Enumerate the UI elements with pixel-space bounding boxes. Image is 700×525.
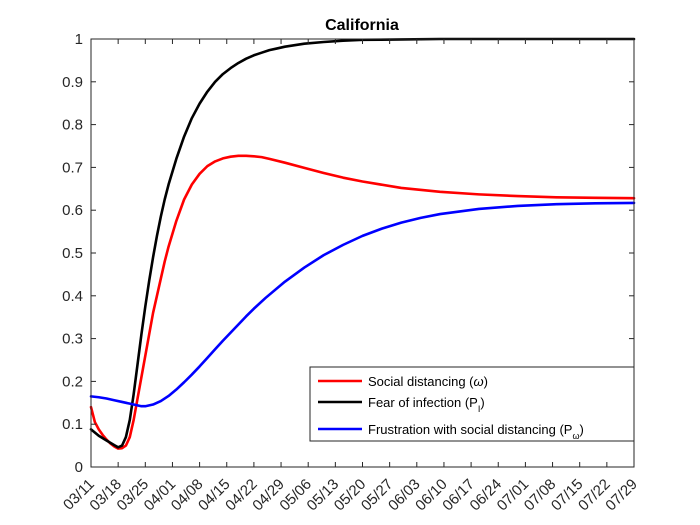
y-tick-label: 0.3 [62, 331, 83, 348]
y-tick-label: 0.5 [62, 245, 83, 262]
y-tick-label: 0.1 [62, 416, 83, 433]
series-line-1 [89, 154, 636, 450]
series-line-2 [89, 37, 636, 449]
legend-box [309, 366, 635, 442]
y-tick-label: 0.8 [62, 117, 83, 134]
y-tick-label: 0.7 [62, 159, 83, 176]
series-layer [89, 37, 636, 450]
y-tick-label: 0.9 [62, 74, 83, 91]
chart-title: California [325, 17, 399, 34]
legend: Social distancing (ω) Fear of infection (… [309, 366, 635, 442]
y-tick-label: 1 [75, 31, 83, 48]
series-line-3 [89, 201, 636, 408]
legend-label-1: Social distancing (ω) [368, 374, 488, 389]
y-tick-label: 0 [75, 459, 83, 476]
y-tick-label: 0.6 [62, 202, 83, 219]
y-tick-label: 0.2 [62, 373, 83, 390]
legend-label-3: Frustration with social distancing (Pω) [368, 422, 584, 441]
y-tick-label: 0.4 [62, 288, 83, 305]
legend-label-2: Fear of infection (PI) [368, 395, 485, 414]
